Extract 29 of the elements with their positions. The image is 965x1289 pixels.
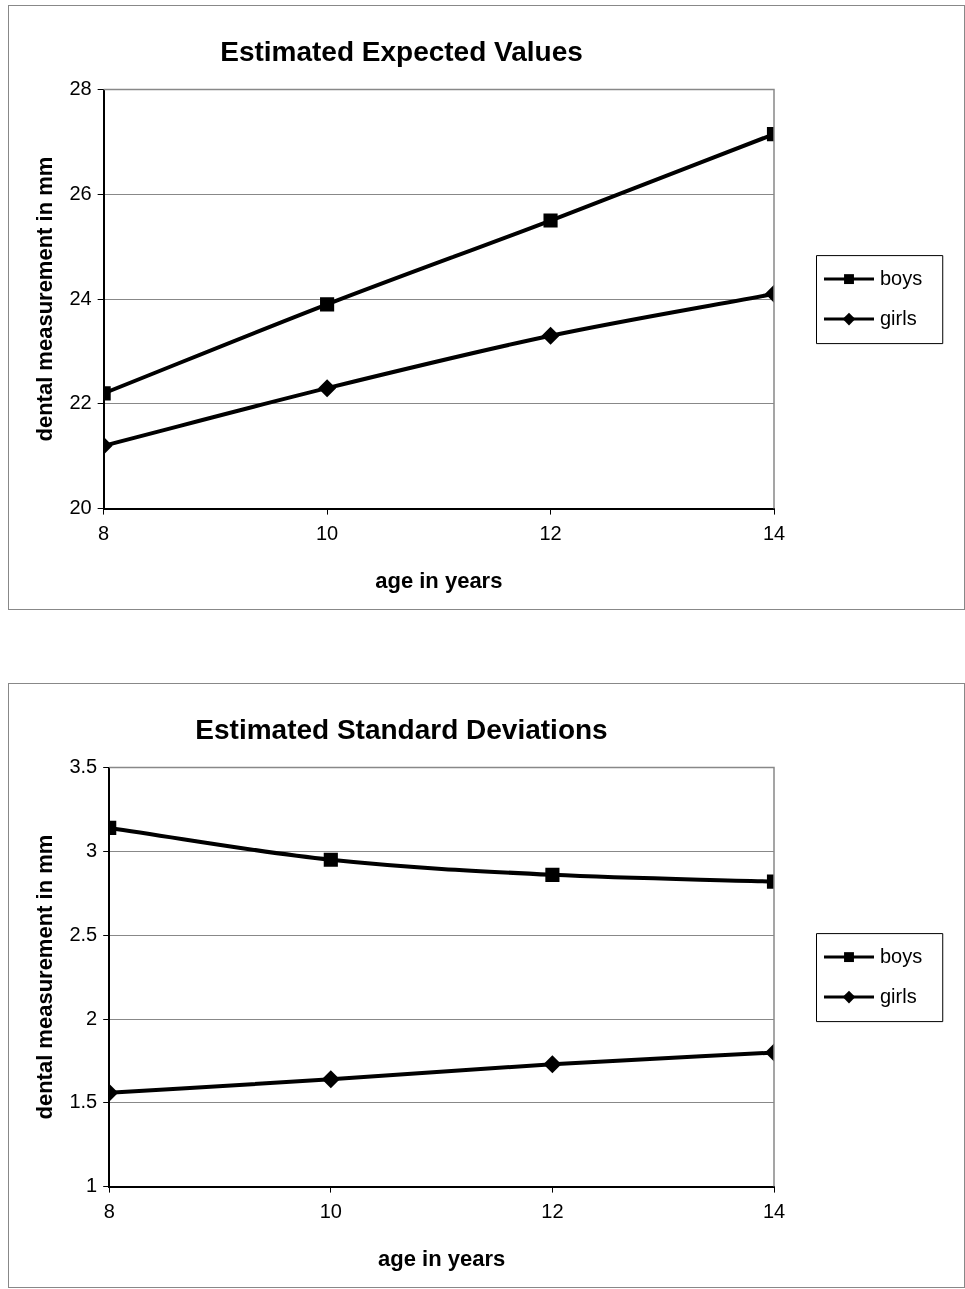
y-tick-label: 22 (69, 391, 92, 414)
chart-title: Estimated Expected Values (220, 35, 583, 67)
legend-label: girls (880, 984, 917, 1007)
x-tick-label: 12 (541, 1200, 564, 1223)
x-tick-label: 10 (319, 1200, 342, 1223)
y-tick-label: 2 (86, 1006, 98, 1029)
x-tick-label: 14 (762, 522, 786, 545)
y-tick-label: 26 (69, 181, 92, 204)
chart-title: Estimated Standard Deviations (195, 713, 608, 745)
legend-label: boys (880, 266, 923, 289)
y-tick-label: 20 (69, 496, 92, 519)
x-tick-label: 8 (103, 1200, 115, 1223)
y-tick-label: 3.5 (69, 755, 98, 778)
y-axis-title: dental measurement in mm (32, 834, 58, 1120)
x-axis-title: age in years (378, 1245, 506, 1271)
y-tick-label: 28 (69, 77, 92, 100)
x-tick-label: 8 (98, 522, 110, 545)
x-tick-label: 12 (539, 522, 562, 545)
legend-label: boys (880, 944, 923, 967)
y-tick-label: 1.5 (69, 1090, 98, 1113)
legend-label: girls (880, 306, 917, 329)
y-tick-label: 1 (86, 1174, 98, 1197)
x-axis-title: age in years (375, 567, 503, 593)
x-tick-label: 10 (315, 522, 339, 545)
y-axis-title: dental measurement in mm (32, 156, 58, 442)
y-tick-label: 2.5 (69, 922, 98, 945)
y-tick-label: 24 (69, 286, 92, 309)
y-tick-label: 3 (86, 838, 98, 861)
x-tick-label: 14 (762, 1200, 786, 1223)
